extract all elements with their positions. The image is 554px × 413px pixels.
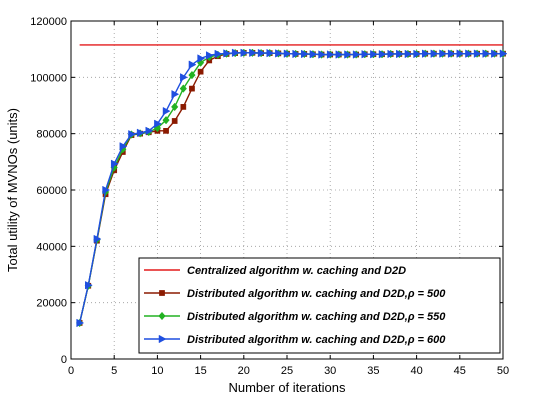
y-tick-label: 40000 <box>36 241 67 253</box>
legend-label: Distributed algorithm w. caching and D2D… <box>187 334 446 346</box>
data-point-series-3 <box>154 119 162 129</box>
data-point-series-3 <box>110 159 119 169</box>
x-tick-label: 10 <box>151 365 163 377</box>
data-point-series-3 <box>456 49 465 58</box>
data-point-series-3 <box>205 51 214 60</box>
data-point-series-3 <box>318 50 327 59</box>
data-point-series-3 <box>292 49 301 59</box>
data-point-series-1 <box>197 68 204 75</box>
data-point-series-3 <box>499 49 508 58</box>
data-point-series-3 <box>249 48 257 58</box>
y-tick-label: 120000 <box>30 16 67 28</box>
x-tick-label: 5 <box>111 365 117 377</box>
data-point-series-3 <box>352 50 361 59</box>
data-point-series-1 <box>180 104 187 110</box>
data-point-series-3 <box>257 48 266 58</box>
data-point-series-3 <box>275 49 283 58</box>
data-point-series-3 <box>447 49 456 58</box>
legend-swatch-marker <box>158 334 167 344</box>
data-point-series-1 <box>171 118 178 124</box>
data-point-series-3 <box>326 50 335 59</box>
data-point-series-3 <box>128 130 137 139</box>
data-point-series-2 <box>162 115 170 125</box>
axis-ticks: 0 5 10 15 20 25 30 35 40 45 50 0 20000 40000 60000 8000… <box>30 16 509 377</box>
x-tick-label: 20 <box>238 365 250 377</box>
y-tick-label: 80000 <box>36 129 67 141</box>
legend-swatch-marker <box>159 290 165 296</box>
data-point-series-3 <box>119 142 128 151</box>
data-point-series-3 <box>465 49 473 58</box>
data-point-series-3 <box>439 49 448 58</box>
data-point-series-3 <box>378 50 387 59</box>
data-point-series-3 <box>301 49 309 59</box>
x-tick-label: 0 <box>68 365 74 377</box>
data-point-series-3 <box>335 50 344 59</box>
x-tick-label: 35 <box>367 365 379 377</box>
data-point-series-3 <box>85 280 93 290</box>
data-point-series-3 <box>188 60 197 69</box>
data-point-series-3 <box>171 90 180 99</box>
legend-label: Centralized algorithm w. caching and D2D <box>187 265 406 277</box>
y-tick-label: 0 <box>61 354 67 366</box>
data-point-series-3 <box>283 49 292 58</box>
data-point-series-3 <box>223 49 232 58</box>
data-point-series-3 <box>344 50 353 59</box>
data-point-series-3 <box>473 49 482 58</box>
legend: Centralized algorithm w. caching and D2D… <box>138 257 501 354</box>
data-point-series-3 <box>240 48 249 58</box>
data-point-series-3 <box>180 73 188 82</box>
data-point-series-3 <box>482 49 491 58</box>
data-point-series-2 <box>179 84 187 93</box>
data-point-series-3 <box>231 48 240 58</box>
data-point-series-2 <box>171 102 179 112</box>
data-point-series-1 <box>189 85 195 92</box>
legend-label: Distributed algorithm w. caching and D2D… <box>187 311 446 323</box>
x-axis-label: Number of iterations <box>228 380 346 395</box>
legend-box <box>138 257 501 354</box>
x-tick-label: 25 <box>281 365 293 377</box>
data-point-series-3 <box>136 128 145 138</box>
legend-swatch-marker <box>158 311 166 321</box>
y-tick-label: 60000 <box>36 185 67 197</box>
data-point-series-3 <box>421 49 430 58</box>
data-point-series-3 <box>309 50 318 59</box>
x-tick-label: 45 <box>454 365 466 377</box>
data-point-series-3 <box>197 54 206 63</box>
x-tick-label: 40 <box>410 365 422 377</box>
data-point-series-2 <box>188 70 196 80</box>
data-point-series-3 <box>266 48 275 58</box>
data-point-series-3 <box>214 49 223 59</box>
data-point-series-3 <box>491 49 499 58</box>
x-tick-label: 30 <box>324 365 336 377</box>
grid-lines <box>71 21 503 359</box>
legend-label: Distributed algorithm w. caching and D2D… <box>187 288 446 300</box>
data-point-series-1 <box>163 128 169 134</box>
y-axis-label: Total utility of MVNOs (units) <box>5 108 20 272</box>
data-point-series-3 <box>93 234 102 244</box>
data-point-series-3 <box>396 49 404 59</box>
y-tick-label: 100000 <box>30 72 67 84</box>
data-point-series-3 <box>361 50 370 59</box>
series-layer <box>76 44 508 328</box>
data-point-series-3 <box>370 50 378 59</box>
data-point-series-3 <box>413 49 422 59</box>
data-point-series-3 <box>404 49 413 59</box>
data-point-series-3 <box>145 126 154 136</box>
data-point-series-3 <box>387 49 396 59</box>
data-point-series-3 <box>76 318 85 328</box>
x-tick-label: 50 <box>497 365 509 377</box>
data-point-series-3 <box>162 106 171 116</box>
data-point-series-3 <box>102 185 111 195</box>
x-tick-label: 15 <box>194 365 206 377</box>
data-point-series-3 <box>430 49 439 58</box>
y-tick-label: 20000 <box>36 298 67 310</box>
